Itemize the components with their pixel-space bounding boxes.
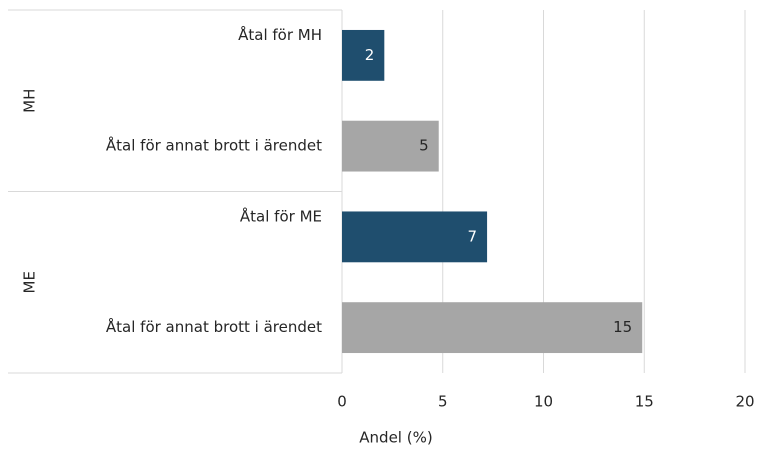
data-label: 15 (613, 318, 632, 336)
data-label: 7 (468, 227, 478, 245)
y-tick-label: Åtal för annat brott i ärendet (106, 317, 322, 336)
y-tick-label: Åtal för MH (238, 25, 322, 44)
x-axis-title: Andel (%) (359, 429, 432, 447)
x-tick-label: 20 (735, 393, 754, 411)
bar (342, 29, 385, 81)
bar (342, 120, 439, 172)
bar (342, 302, 643, 354)
data-label: 2 (365, 46, 375, 64)
x-tick-label: 5 (438, 393, 448, 411)
x-tick-label: 15 (635, 393, 654, 411)
y-tick-label: Åtal för ME (240, 206, 322, 225)
group-label: MH (21, 89, 39, 113)
data-label: 5 (419, 137, 429, 155)
x-tick-label: 10 (534, 393, 553, 411)
x-tick-label: 0 (337, 393, 347, 411)
group-label: ME (21, 271, 39, 293)
y-tick-label: Åtal för annat brott i ärendet (106, 136, 322, 155)
bar (342, 211, 488, 263)
